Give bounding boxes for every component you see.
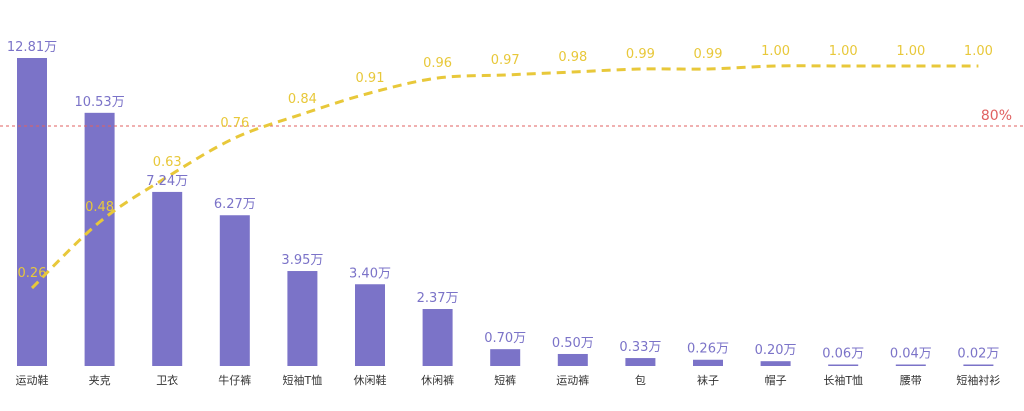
line-value-labels: 0.26 0.48 0.63 0.76 0.84 0.91 0.96 0.97 0.98 0.99…: [18, 44, 993, 281]
line-value-label: 0.84: [288, 92, 317, 107]
x-tick-label: 短裤: [494, 373, 516, 387]
bar-value-labels: 12.81万 10.53万 7.24万 6.27万 3.95万 3.40万 2.37万 0.7…: [7, 40, 999, 362]
line-value-label: 0.76: [220, 116, 249, 131]
line-value-label: 1.00: [761, 44, 790, 59]
bar-10: [625, 358, 656, 366]
x-tick-label: 休闲鞋: [354, 373, 387, 387]
bar-15: [963, 364, 994, 366]
bar-value-label: 0.33万: [619, 340, 661, 355]
cumulative-line: [30, 64, 979, 290]
x-tick-label: 短袖T恤: [283, 373, 323, 387]
x-tick-label: 卫衣: [156, 373, 178, 387]
line-value-label: 1.00: [829, 44, 858, 59]
x-tick-label: 长袖T恤: [823, 373, 863, 387]
bar-value-label: 0.04万: [890, 347, 932, 362]
line-value-label: 0.63: [153, 155, 182, 170]
bar-13: [828, 364, 859, 366]
x-tick-label: 袜子: [697, 373, 719, 387]
bar-6: [355, 284, 385, 366]
x-axis-tick-labels: 运动鞋 夹克 卫衣 牛仔裤 短袖T恤 休闲鞋 休闲裤 短裤 运动裤 包 袜子 帽子 长袖T恤 腰带 短袖衬衫: [16, 373, 1001, 387]
x-tick-label: 运动鞋: [16, 373, 49, 387]
bar-value-label: 0.20万: [755, 343, 797, 358]
x-tick-label: 运动裤: [556, 373, 589, 387]
x-tick-label: 休闲裤: [421, 373, 454, 387]
bar-value-label: 10.53万: [74, 95, 124, 110]
bar-series: [17, 58, 994, 366]
bar-value-label: 12.81万: [7, 40, 57, 55]
line-value-label: 0.91: [356, 71, 385, 86]
reference-line-label: 80%: [981, 108, 1012, 124]
bar-9: [557, 353, 588, 366]
bar-value-label: 0.50万: [552, 336, 594, 351]
line-value-label: 0.99: [626, 47, 655, 62]
x-tick-label: 夹克: [89, 374, 111, 387]
bar-3: [152, 191, 183, 366]
bar-11: [693, 359, 723, 366]
bar-value-label: 6.27万: [214, 197, 256, 212]
bar-8: [490, 349, 521, 366]
line-value-label: 0.98: [558, 50, 587, 65]
bar-value-label: 3.40万: [349, 266, 391, 281]
bar-value-label: 0.06万: [822, 347, 864, 362]
bar-1: [17, 58, 47, 366]
bar-12: [760, 361, 791, 366]
line-value-label: 0.97: [491, 53, 520, 68]
bar-value-label: 7.24万: [146, 174, 188, 189]
line-value-label: 1.00: [896, 44, 925, 59]
x-tick-label: 短袖衬衫: [956, 373, 1000, 387]
bar-4: [219, 215, 250, 366]
bar-value-label: 2.37万: [417, 291, 459, 306]
x-tick-label: 包: [635, 374, 646, 387]
bar-value-label: 3.95万: [281, 253, 323, 268]
x-tick-label: 牛仔裤: [218, 373, 251, 387]
bar-value-label: 0.70万: [484, 331, 526, 346]
bar-5: [287, 271, 318, 366]
line-value-label: 1.00: [964, 44, 993, 59]
bar-7: [422, 309, 453, 366]
line-value-label: 0.96: [423, 56, 452, 71]
bar-value-label: 0.02万: [957, 347, 999, 362]
bar-2: [84, 112, 115, 366]
bar-value-label: 0.26万: [687, 342, 729, 357]
line-value-label: 0.48: [85, 200, 114, 215]
line-value-label: 0.99: [694, 47, 723, 62]
line-value-label: 0.26: [18, 266, 47, 281]
x-tick-label: 腰带: [900, 374, 922, 387]
x-tick-label: 帽子: [765, 374, 787, 387]
bar-14: [895, 364, 926, 366]
